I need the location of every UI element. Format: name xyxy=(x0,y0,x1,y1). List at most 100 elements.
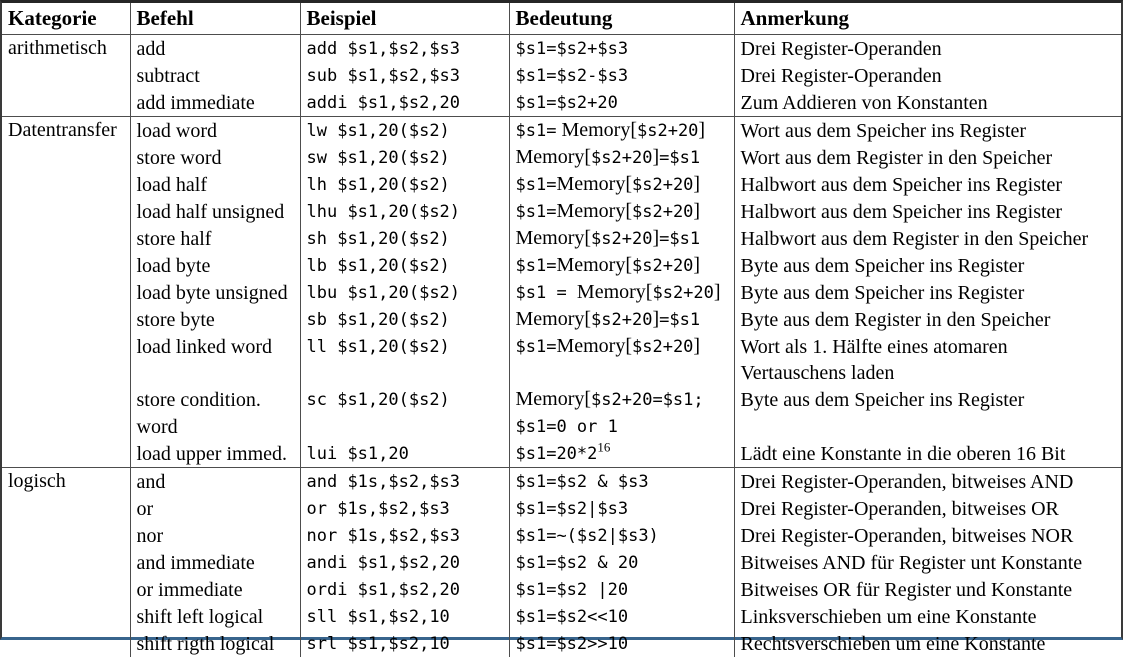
bedeutung-segment: Memory[ xyxy=(516,227,592,249)
column-header-befehl: Befehl xyxy=(130,3,300,35)
bedeutung-segment: $s1= xyxy=(516,337,557,357)
bedeutung-segment: $s2+20 xyxy=(632,337,693,357)
beispiel-cell: sub $s1,$s2,$s3 xyxy=(300,62,509,89)
anmerkung-cell: Lädt eine Konstante in die oberen 16 Bit xyxy=(734,440,1121,468)
bedeutung-segment: Memory[ xyxy=(556,335,632,357)
befehl-cell: nor xyxy=(130,522,300,549)
beispiel-cell: addi $s1,$s2,20 xyxy=(300,89,509,117)
bedeutung-cell: $s1=$s2<<10 xyxy=(509,603,734,630)
table-row: Vertauschens laden xyxy=(2,360,1121,386)
beispiel-cell: andi $s1,$s2,20 xyxy=(300,549,509,576)
bedeutung-segment: $s1=$s2+$s3 xyxy=(516,39,629,59)
anmerkung-cell: Drei Register-Operanden xyxy=(734,35,1121,63)
befehl-cell: word xyxy=(130,413,300,440)
bedeutung-cell: Memory[$s2+20=$s1; xyxy=(509,386,734,413)
anmerkung-cell xyxy=(734,413,1121,440)
header-row: Kategorie Befehl Beispiel Bedeutung Anme… xyxy=(2,3,1121,35)
table-row: store condition.sc $s1,20($s2)Memory[$s2… xyxy=(2,386,1121,413)
instruction-table: Kategorie Befehl Beispiel Bedeutung Anme… xyxy=(2,3,1121,657)
bedeutung-cell: $s1=$s2 & $s3 xyxy=(509,468,734,496)
beispiel-cell: nor $1s,$s2,$s3 xyxy=(300,522,509,549)
column-header-bedeutung: Bedeutung xyxy=(509,3,734,35)
bedeutung-segment: Memory[ xyxy=(556,173,632,195)
befehl-cell: store half xyxy=(130,225,300,252)
bedeutung-segment: $s1= xyxy=(516,121,557,141)
befehl-cell: and immediate xyxy=(130,549,300,576)
table-row: word $s1=0 or 1 xyxy=(2,413,1121,440)
bedeutung-segment: ] xyxy=(693,200,700,222)
bedeutung-segment: $s1=$s2<<10 xyxy=(516,607,629,627)
bedeutung-segment: $s1=$s2 |20 xyxy=(516,580,629,600)
beispiel-cell: lbu $s1,20($s2) xyxy=(300,279,509,306)
befehl-cell: and xyxy=(130,468,300,496)
bedeutung-segment: Memory[ xyxy=(556,119,637,141)
category-cell: arithmetisch xyxy=(2,35,130,117)
anmerkung-cell: Drei Register-Operanden, bitweises AND xyxy=(734,468,1121,496)
bedeutung-segment: $s2+20 xyxy=(591,229,652,249)
beispiel-cell: ordi $s1,$s2,20 xyxy=(300,576,509,603)
bedeutung-cell: $s1=$s2 & 20 xyxy=(509,549,734,576)
befehl-cell: shift rigth logical xyxy=(130,630,300,657)
bedeutung-segment: =$s1 xyxy=(659,310,700,330)
anmerkung-cell: Zum Addieren von Konstanten xyxy=(734,89,1121,117)
table-header: Kategorie Befehl Beispiel Bedeutung Anme… xyxy=(2,3,1121,35)
bedeutung-segment: $s1=$s2|$s3 xyxy=(516,499,629,519)
beispiel-cell: or $1s,$s2,$s3 xyxy=(300,495,509,522)
bedeutung-cell: $s1=20*216 xyxy=(509,440,734,468)
bedeutung-segment: $s1= xyxy=(516,256,557,276)
bedeutung-segment: 16 xyxy=(597,440,610,454)
bedeutung-cell: Memory[$s2+20]=$s1 xyxy=(509,225,734,252)
bedeutung-segment: $s2+20 xyxy=(632,256,693,276)
anmerkung-cell: Linksverschieben um eine Konstante xyxy=(734,603,1121,630)
beispiel-cell: sll $s1,$s2,10 xyxy=(300,603,509,630)
beispiel-cell: lw $s1,20($s2) xyxy=(300,117,509,145)
anmerkung-cell: Byte aus dem Speicher ins Register xyxy=(734,386,1121,413)
bedeutung-segment: ] xyxy=(693,173,700,195)
bedeutung-segment: $s1=$s2 & $s3 xyxy=(516,472,649,492)
bedeutung-cell: Memory[$s2+20]=$s1 xyxy=(509,306,734,333)
bedeutung-cell: $s1=0 or 1 xyxy=(509,413,734,440)
befehl-cell: load byte unsigned xyxy=(130,279,300,306)
bedeutung-segment: $s2+20 xyxy=(632,175,693,195)
bedeutung-segment: $s1= xyxy=(516,202,557,222)
befehl-cell: store byte xyxy=(130,306,300,333)
beispiel-cell: sw $s1,20($s2) xyxy=(300,144,509,171)
bedeutung-segment: Memory[ xyxy=(556,254,632,276)
bedeutung-segment: ] xyxy=(693,335,700,357)
beispiel-cell: sb $s1,20($s2) xyxy=(300,306,509,333)
anmerkung-cell: Halbwort aus dem Speicher ins Register xyxy=(734,171,1121,198)
befehl-cell: load linked word xyxy=(130,333,300,360)
bedeutung-segment: ] xyxy=(698,119,705,141)
befehl-cell: load half unsigned xyxy=(130,198,300,225)
bedeutung-segment: $s2+20 xyxy=(591,310,652,330)
bedeutung-segment: Memory[ xyxy=(556,200,632,222)
bedeutung-cell: $s1=Memory[$s2+20] xyxy=(509,252,734,279)
bedeutung-segment: $s1 = xyxy=(516,283,577,303)
befehl-cell: or immediate xyxy=(130,576,300,603)
bedeutung-segment: Memory[ xyxy=(516,388,592,410)
bedeutung-cell: $s1=$s2+$s3 xyxy=(509,35,734,63)
beispiel-cell: sh $s1,20($s2) xyxy=(300,225,509,252)
anmerkung-cell: Rechtsverschieben um eine Konstante xyxy=(734,630,1121,657)
bedeutung-segment: $s1=$s2 & 20 xyxy=(516,553,639,573)
bedeutung-segment: ] xyxy=(693,254,700,276)
befehl-cell: load byte xyxy=(130,252,300,279)
bedeutung-segment: $s2+20 xyxy=(652,283,713,303)
anmerkung-cell: Wort aus dem Register in den Speicher xyxy=(734,144,1121,171)
bedeutung-cell xyxy=(509,360,734,386)
column-header-kategorie: Kategorie xyxy=(2,3,130,35)
bedeutung-segment: Memory[ xyxy=(516,308,592,330)
